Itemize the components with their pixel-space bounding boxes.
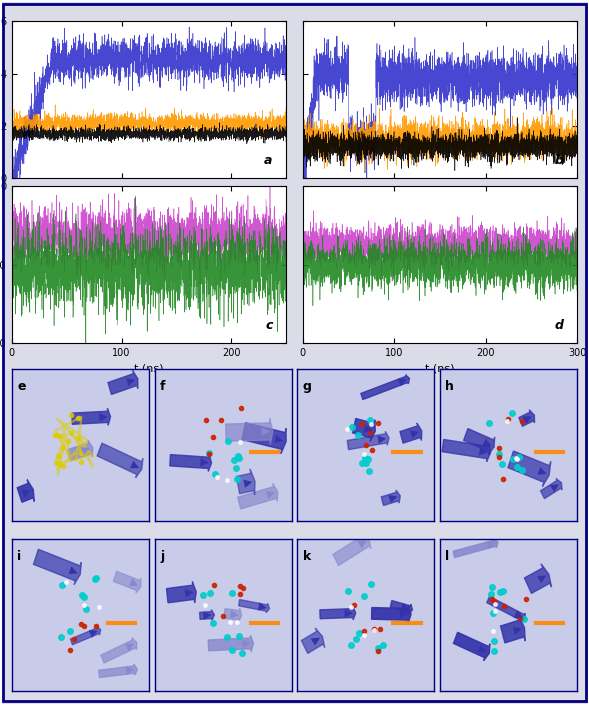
FancyArrow shape bbox=[170, 454, 211, 472]
FancyArrow shape bbox=[541, 479, 562, 498]
FancyArrow shape bbox=[236, 469, 255, 495]
FancyArrow shape bbox=[381, 490, 401, 505]
Text: b: b bbox=[554, 154, 564, 167]
Text: j: j bbox=[160, 550, 164, 563]
FancyArrow shape bbox=[372, 606, 411, 623]
Text: k: k bbox=[303, 550, 311, 563]
FancyArrow shape bbox=[34, 549, 81, 584]
FancyArrow shape bbox=[97, 443, 143, 478]
FancyArrow shape bbox=[71, 627, 101, 645]
FancyArrow shape bbox=[68, 440, 92, 461]
FancyArrow shape bbox=[302, 628, 325, 654]
X-axis label: t (ns): t (ns) bbox=[134, 364, 164, 374]
FancyArrow shape bbox=[453, 539, 498, 558]
FancyArrow shape bbox=[361, 375, 409, 400]
FancyArrow shape bbox=[17, 479, 34, 503]
FancyArrow shape bbox=[524, 564, 551, 594]
FancyArrow shape bbox=[209, 635, 253, 651]
Text: 45 ns: 45 ns bbox=[352, 539, 380, 549]
Text: 60 ns: 60 ns bbox=[494, 539, 523, 549]
Text: c: c bbox=[265, 319, 273, 332]
FancyArrow shape bbox=[391, 601, 412, 614]
FancyArrow shape bbox=[347, 431, 389, 450]
FancyArrow shape bbox=[224, 608, 241, 623]
FancyArrow shape bbox=[226, 419, 273, 444]
Text: 24 ns: 24 ns bbox=[209, 539, 237, 549]
FancyArrow shape bbox=[101, 638, 137, 663]
FancyArrow shape bbox=[501, 615, 525, 643]
FancyArrow shape bbox=[320, 606, 356, 620]
FancyArrow shape bbox=[508, 451, 551, 486]
FancyArrow shape bbox=[239, 599, 270, 613]
FancyArrow shape bbox=[487, 596, 525, 623]
FancyArrow shape bbox=[442, 439, 491, 462]
Text: a: a bbox=[264, 154, 273, 167]
FancyArrow shape bbox=[242, 423, 286, 453]
FancyArrow shape bbox=[99, 664, 137, 678]
Text: h: h bbox=[445, 379, 454, 393]
FancyArrow shape bbox=[167, 582, 196, 603]
Text: d: d bbox=[554, 319, 564, 332]
Text: e: e bbox=[17, 379, 26, 393]
FancyArrow shape bbox=[464, 429, 495, 455]
FancyArrow shape bbox=[519, 410, 534, 427]
Text: Sim-1:  0 ns: Sim-1: 0 ns bbox=[49, 539, 111, 549]
FancyArrow shape bbox=[72, 408, 111, 425]
Text: g: g bbox=[303, 379, 312, 393]
FancyArrow shape bbox=[400, 423, 422, 443]
FancyArrow shape bbox=[333, 532, 371, 565]
FancyArrow shape bbox=[353, 419, 375, 441]
Text: l: l bbox=[445, 550, 449, 563]
FancyArrow shape bbox=[454, 632, 490, 661]
Text: i: i bbox=[17, 550, 21, 563]
X-axis label: t (ns): t (ns) bbox=[425, 364, 455, 374]
Text: f: f bbox=[160, 379, 166, 393]
FancyArrow shape bbox=[238, 484, 277, 509]
FancyArrow shape bbox=[114, 571, 141, 593]
FancyArrow shape bbox=[108, 371, 138, 395]
FancyArrow shape bbox=[200, 610, 214, 620]
